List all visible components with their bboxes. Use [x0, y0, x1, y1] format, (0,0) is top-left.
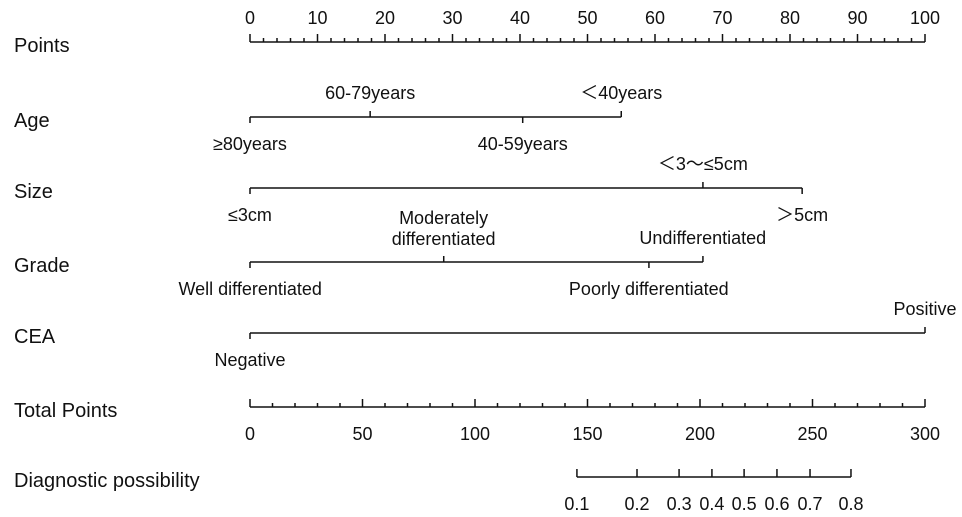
level-label: 40-59years	[477, 134, 568, 154]
tick-label: 0	[245, 424, 256, 444]
tick-label: 0.5	[731, 494, 757, 514]
tick-label: 0.4	[699, 494, 725, 514]
level-label: Moderately differentiated	[391, 208, 496, 249]
level-label: Well differentiated	[178, 279, 322, 299]
tick-label: 30	[442, 8, 463, 28]
tick-label: 10	[307, 8, 328, 28]
level-label: 60-79years	[325, 83, 416, 103]
tick-label: 250	[797, 424, 828, 444]
row-name: Points	[14, 34, 70, 57]
tick-label: 0.6	[764, 494, 790, 514]
row-name: Total Points	[14, 399, 118, 422]
tick-label: 90	[847, 8, 868, 28]
tick-label: 300	[910, 424, 941, 444]
tick-label: 70	[712, 8, 733, 28]
tick-label: 0.1	[564, 494, 590, 514]
tick-label: 60	[645, 8, 666, 28]
row-name: Age	[14, 109, 50, 132]
level-label: ＜40years	[580, 83, 663, 103]
row-name: Size	[14, 180, 53, 203]
tick-label: 100	[460, 424, 491, 444]
tick-label: 80	[780, 8, 801, 28]
row-name: Grade	[14, 254, 70, 277]
tick-label: 0.2	[624, 494, 650, 514]
tick-label: 0	[245, 8, 256, 28]
level-label: Poorly differentiated	[568, 279, 729, 299]
level-label: ≥80years	[213, 134, 287, 154]
tick-label: 20	[375, 8, 396, 28]
row-name: CEA	[14, 325, 56, 348]
level-label: ≤3cm	[228, 205, 272, 225]
level-label: Positive	[893, 299, 957, 319]
tick-label: 200	[685, 424, 716, 444]
tick-label: 50	[577, 8, 598, 28]
tick-label: 0.3	[666, 494, 692, 514]
tick-label: 50	[352, 424, 373, 444]
tick-label: 40	[510, 8, 531, 28]
row-name: Diagnostic possibility	[14, 469, 200, 492]
tick-label: 100	[910, 8, 941, 28]
level-label: Negative	[214, 350, 286, 370]
tick-label: 0.8	[838, 494, 864, 514]
tick-label: 0.7	[797, 494, 823, 514]
tick-label: 150	[572, 424, 603, 444]
level-label: Undifferentiated	[639, 228, 767, 248]
level-label: ＞5cm	[776, 205, 829, 225]
level-label: ＜3～≤5cm	[657, 154, 748, 174]
